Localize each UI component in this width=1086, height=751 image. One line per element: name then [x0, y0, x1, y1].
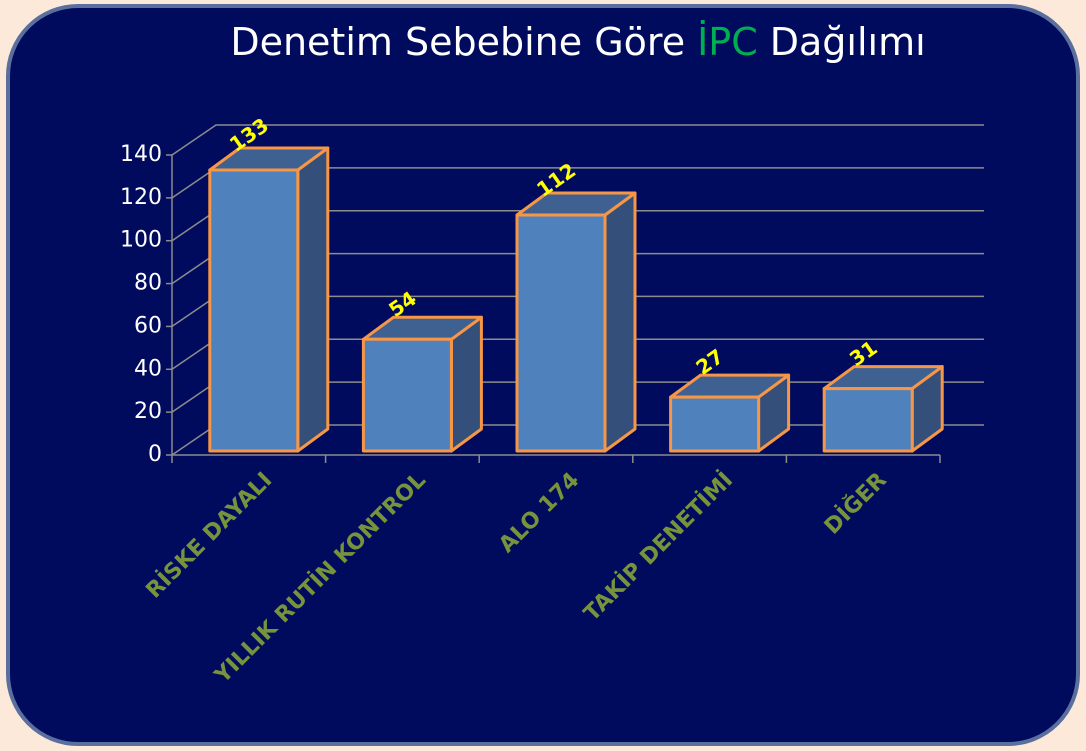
- chart-title: Denetim Sebebine Göre İPC Dağılımı: [230, 20, 925, 64]
- bar-side: [296, 146, 330, 453]
- y-tick-label: 20: [134, 399, 162, 424]
- y-tick-label: 40: [134, 356, 162, 381]
- bar: [822, 387, 914, 453]
- bar: [515, 213, 607, 453]
- title-part: İPC: [697, 20, 758, 64]
- bar: [669, 395, 761, 453]
- y-tick-label: 140: [120, 142, 162, 167]
- y-tick-label: 120: [120, 185, 162, 210]
- title-part: Dağılımı: [770, 20, 926, 64]
- y-tick-label: 60: [134, 313, 162, 338]
- bar-side: [603, 191, 637, 453]
- y-tick-label: 0: [148, 442, 162, 467]
- title-part: Denetim Sebebine Göre: [230, 20, 685, 64]
- y-tick-label: 80: [134, 271, 162, 296]
- bar: [208, 168, 300, 453]
- grid-line: [171, 124, 984, 156]
- y-tick-label: 100: [120, 228, 162, 253]
- bar: [361, 337, 453, 453]
